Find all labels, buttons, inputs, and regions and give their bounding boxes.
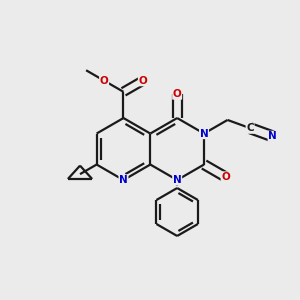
Text: C: C — [246, 123, 254, 133]
Text: N: N — [200, 128, 208, 139]
Text: N: N — [173, 175, 182, 185]
Text: N: N — [268, 131, 277, 141]
Text: O: O — [221, 172, 230, 182]
Text: N: N — [119, 175, 128, 185]
Text: O: O — [139, 76, 147, 85]
Text: O: O — [100, 76, 109, 85]
Text: O: O — [173, 89, 182, 99]
